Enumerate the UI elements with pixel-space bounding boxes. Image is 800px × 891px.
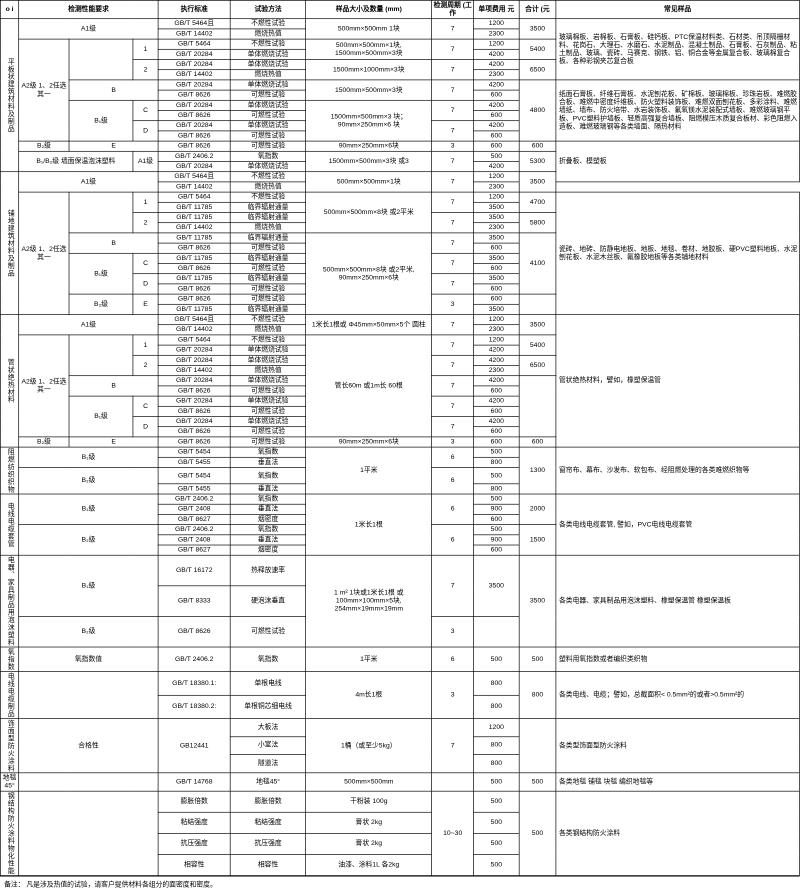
h-std: 执行标准 <box>158 0 230 18</box>
s11-name: 钢结构防火涂料物化性能 <box>0 791 18 875</box>
footnote: 备注： 凡是涉及热值的试验，请客户提供材料各组分的面密度和密度。 <box>0 876 800 891</box>
s8-name: 电线电缆制品 <box>0 672 18 719</box>
s3-name: 管状绝热材料 <box>0 315 18 448</box>
s1-a1: A1级 <box>19 19 158 39</box>
h-total: 合计 (元 <box>519 0 556 18</box>
h-samples: 常见样品 <box>556 0 799 18</box>
s4-name: 阻燃纺织织物 <box>0 447 18 494</box>
s1-name: 平板状建筑材料及制品 <box>0 19 18 172</box>
s5-name: 电线电缆套管 <box>0 494 18 555</box>
s6-name: 电器、家具制品用泡沫塑料 <box>0 555 18 647</box>
h-period: 检测周期 (工作 <box>432 0 474 18</box>
s7-name: 氧指数 <box>0 647 18 671</box>
h-fee: 单项费用 元 <box>474 0 519 18</box>
s2-name: 铺地建筑材料及制品 <box>0 172 18 315</box>
h-size: 样品大小及数量 (mm) <box>306 0 432 18</box>
s9-name: 饰面型防火涂料 <box>0 718 18 772</box>
spec-table: o i 检测性能要求 执行标准 试验方法 样品大小及数量 (mm) 检测周期 (… <box>0 0 800 876</box>
h-method: 试验方法 <box>230 0 306 18</box>
h-idx: o i <box>0 0 18 18</box>
s10-name: 地毯45° <box>0 773 18 791</box>
h-req: 检测性能要求 <box>19 0 158 18</box>
